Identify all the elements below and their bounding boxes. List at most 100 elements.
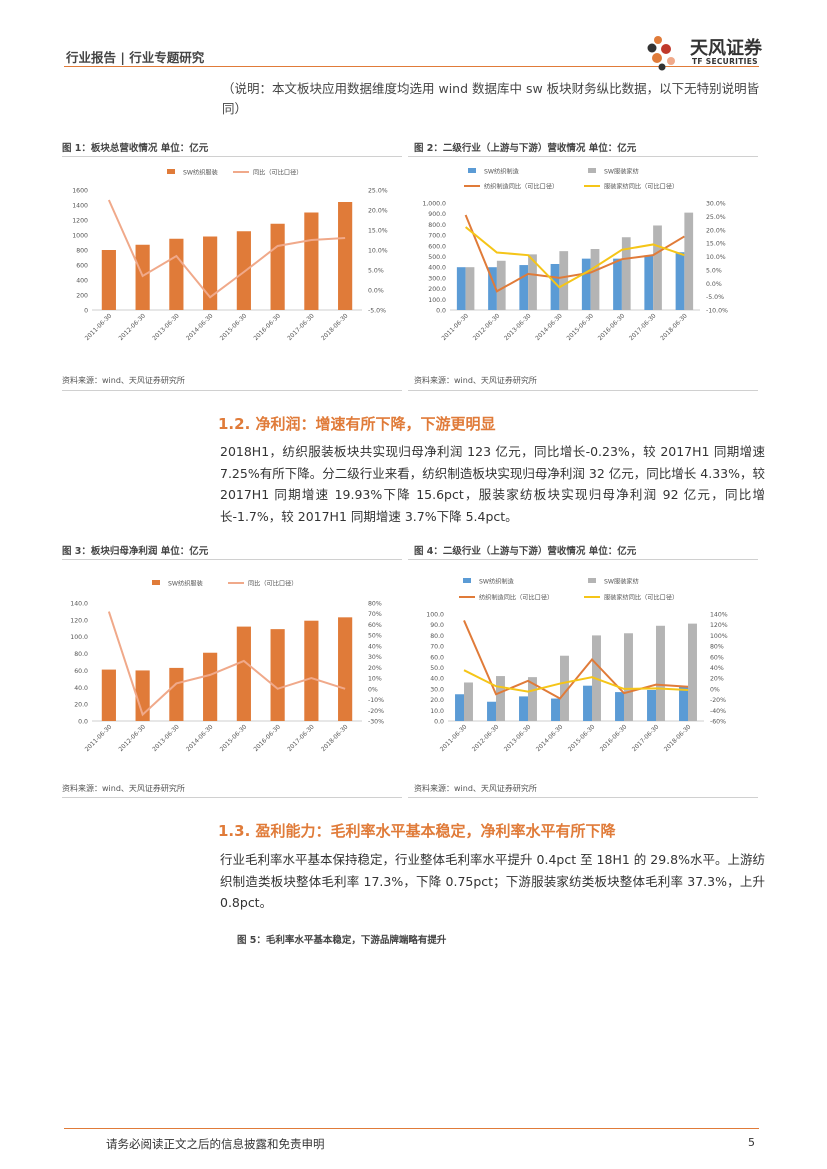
- y-tick-label: 500.0: [428, 254, 446, 261]
- x-tick-label: 2018-06-30: [659, 312, 689, 342]
- x-tick-label: 2018-06-30: [320, 723, 350, 753]
- y-tick-label: 1000: [72, 233, 88, 240]
- section-1-2-paragraph: 2018H1，纺织服装板块共实现归母净利润 123 亿元，同比增长-0.23%，…: [220, 444, 765, 524]
- legend-label: SW纺织制造: [484, 168, 519, 176]
- x-tick-label: 2015-06-30: [565, 312, 595, 342]
- y2-tick-label: -5.0%: [368, 308, 386, 315]
- bar: [304, 212, 319, 310]
- y2-tick-label: -30%: [368, 719, 384, 726]
- y-tick-label: 30.0: [430, 686, 444, 693]
- bar: [236, 626, 251, 721]
- logo-dot-2: [647, 43, 657, 53]
- legend-label: 服装家纺同比（可比口径）: [604, 594, 678, 602]
- y-tick-label: 120.0: [70, 617, 88, 624]
- bar: [613, 258, 622, 310]
- bar: [624, 633, 633, 721]
- fig1-title: 图 1：板块总营收情况 单位：亿元: [62, 143, 209, 154]
- x-tick-label: 2012-06-30: [117, 723, 147, 753]
- bar: [688, 623, 697, 721]
- x-tick-label: 2017-06-30: [631, 723, 661, 753]
- section-1-2-title: 1.2. 净利润：增速有所下降，下游更明显: [218, 415, 496, 433]
- fig1-rule: [62, 156, 402, 157]
- x-tick-label: 2013-06-30: [151, 312, 181, 342]
- logo-dot-5: [667, 57, 675, 65]
- tf-logo-icon: [647, 36, 675, 71]
- logo-dot-3: [661, 44, 671, 54]
- x-tick-label: 2016-06-30: [252, 312, 282, 342]
- legend-label: 服装家纺同比（可比口径）: [604, 183, 678, 191]
- series-line: [463, 669, 689, 693]
- x-tick-label: 2017-06-30: [628, 312, 658, 342]
- series-line: [107, 611, 346, 717]
- section-1-3-title: 1.3. 盈利能力：毛利率水平基本稳定，净利率水平有所下降: [218, 822, 616, 840]
- y2-tick-label: 60%: [368, 622, 382, 629]
- bar: [135, 670, 150, 721]
- bar: [656, 625, 665, 721]
- y2-tick-label: 40%: [710, 665, 724, 672]
- y-tick-label: 0: [84, 308, 88, 315]
- x-tick-label: 2011-06-30: [84, 723, 114, 753]
- y-tick-label: 0.0: [78, 719, 88, 726]
- x-tick-label: 2016-06-30: [252, 723, 282, 753]
- bar: [236, 231, 251, 310]
- logo-subtext: TF SECURITIES: [692, 57, 758, 66]
- note-paragraph: （说明：本文板块应用数据维度均选用 wind 数据库中 sw 板块财务纵比数据，…: [222, 81, 760, 116]
- logo-dot-4: [652, 53, 662, 63]
- footer-disclaimer: 请务必阅读正文之后的信息披露和免责申明: [106, 1137, 325, 1151]
- y-tick-label: 400.0: [428, 265, 446, 272]
- legend-swatch: [152, 580, 160, 585]
- x-tick-label: 2011-06-30: [84, 312, 114, 342]
- y-tick-label: 20.0: [430, 697, 444, 704]
- y-tick-label: 300.0: [428, 275, 446, 282]
- y-tick-label: 600.0: [428, 243, 446, 250]
- x-tick-label: 2013-06-30: [503, 723, 533, 753]
- bar: [338, 617, 353, 721]
- bar: [528, 254, 537, 310]
- bar: [455, 694, 464, 721]
- y-tick-label: 50.0: [430, 665, 444, 672]
- y2-tick-label: 120%: [710, 622, 728, 629]
- bar: [560, 655, 569, 721]
- y2-tick-label: 5.0%: [368, 268, 384, 275]
- bar: [644, 255, 654, 310]
- bar: [551, 698, 560, 721]
- bar: [101, 669, 116, 721]
- y2-tick-label: 20%: [368, 665, 382, 672]
- bar: [203, 652, 218, 721]
- bar: [169, 238, 184, 310]
- bar: [590, 249, 600, 310]
- fig3-source: 资料来源：wind、天风证券研究所: [62, 784, 185, 793]
- bar: [101, 250, 116, 310]
- fig1-source: 资料来源：wind、天风证券研究所: [62, 376, 185, 385]
- bar: [464, 682, 473, 721]
- y-tick-label: 200.0: [428, 286, 446, 293]
- bar: [487, 701, 496, 721]
- legend-label: SW纺织制造: [479, 578, 514, 586]
- legend-label: SW纺织服装: [168, 580, 203, 588]
- y2-tick-label: 0%: [710, 686, 720, 693]
- y-tick-label: 10.0: [430, 708, 444, 715]
- x-tick-label: 2011-06-30: [439, 723, 469, 753]
- bar: [550, 263, 560, 310]
- bar: [653, 225, 662, 310]
- y-tick-label: 800.0: [428, 222, 446, 229]
- y-tick-label: 140.0: [70, 601, 88, 608]
- bar: [647, 689, 656, 721]
- x-tick-label: 2014-06-30: [185, 723, 215, 753]
- y-tick-label: 40.0: [430, 676, 444, 683]
- bar: [338, 202, 353, 310]
- y-tick-label: 900.0: [428, 211, 446, 218]
- x-tick-label: 2012-06-30: [471, 723, 501, 753]
- bar: [519, 696, 528, 721]
- legend-swatch: [463, 578, 471, 583]
- y-tick-label: 1400: [72, 203, 88, 210]
- y-tick-label: 100.0: [428, 297, 446, 304]
- y-tick-label: 200: [76, 293, 88, 300]
- bar: [679, 686, 688, 721]
- x-tick-label: 2014-06-30: [185, 312, 215, 342]
- y-tick-label: 400: [76, 278, 88, 285]
- bar: [675, 252, 685, 310]
- fig4-source: 资料来源：wind、天风证券研究所: [414, 784, 537, 793]
- y-tick-label: 700.0: [428, 233, 446, 240]
- fig3-chart: 0.0 20.0 40.0 60.0 80.0 100.0 120.0 140.0 -30% -2…: [70, 580, 384, 754]
